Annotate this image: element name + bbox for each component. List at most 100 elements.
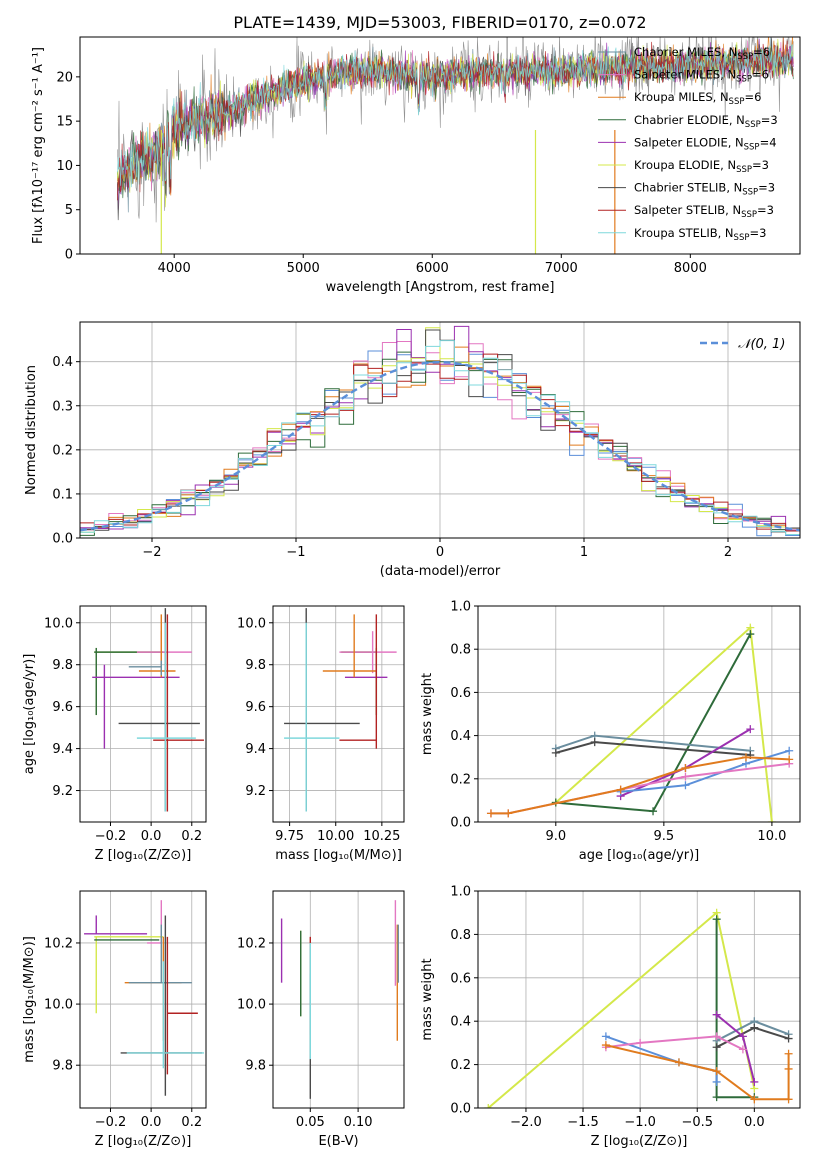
weight-marker [785, 746, 794, 755]
errorbar-point [128, 660, 162, 676]
errorbar-point [322, 614, 377, 678]
weight-vs-age-xtick-label: 10.0 [757, 829, 786, 844]
weight-vs-Z-xtick-label: −1.0 [624, 1115, 656, 1130]
weight-vs-Z-frame [477, 890, 801, 1109]
weight-marker [750, 1095, 759, 1104]
weight-vs-age-ytick-label: 1.0 [450, 600, 471, 615]
residuals-xtick-label: 0 [436, 545, 444, 560]
errorbar-point [339, 631, 397, 674]
legend-label-1: Salpeter MILES, NSSP=6 [634, 68, 769, 85]
mass-vs-EBV-plot-area [280, 900, 399, 1099]
residuals-legend: 𝒩(0, 1) [700, 337, 785, 352]
age-vs-Z-xtick-label: −0.2 [95, 829, 127, 844]
weight-marker [784, 1064, 793, 1073]
mass-vs-Z-xtick-label: 0.0 [141, 1115, 162, 1130]
residuals-ytick-label: 0.4 [52, 355, 73, 370]
mass-vs-Z-axes: −0.2 0.0 0.2 9.8 10.0 10.2 [44, 891, 206, 1130]
errorbar-point [128, 924, 192, 984]
errorbar-point [284, 622, 340, 812]
weight-marker [681, 772, 690, 781]
weight-vs-Z-ytick-label: 0.8 [450, 928, 471, 943]
weight-marker [590, 738, 599, 747]
gaussian-curve [80, 360, 800, 532]
weight-vs-age-ytick-label: 0.2 [450, 772, 471, 787]
residuals-frame [79, 321, 801, 539]
spectrum-model-line-7 [117, 37, 794, 201]
mass-vs-Z-xlabel: Z [log₁₀(Z/Z⊙)] [95, 1134, 192, 1149]
age-vs-Z-ytick-label: 9.8 [52, 658, 73, 673]
weight-vs-age-axes: 9.0 9.5 10.0 0.0 0.2 0.4 0.6 0.8 1.0 [450, 600, 800, 844]
weight-marker [784, 1034, 793, 1043]
mass-vs-EBV-ytick-label: 9.8 [245, 1059, 266, 1074]
weight-line-5 [620, 749, 790, 793]
spectrum-frame [79, 36, 801, 255]
mass-vs-Z-ytick-label: 10.2 [44, 936, 73, 951]
weight-marker [767, 818, 776, 822]
weight-vs-Z-xtick-label: −2.0 [510, 1115, 542, 1130]
weight-marker [649, 807, 658, 816]
legend-label-4: Salpeter ELODIE, NSSP=4 [634, 135, 777, 152]
weight-marker [681, 781, 690, 790]
weight-marker [712, 1043, 721, 1052]
spectrum-xtick-label: 5000 [287, 261, 320, 276]
weight-vs-Z-ytick-label: 0.2 [450, 1058, 471, 1073]
weight-marker [486, 809, 495, 818]
mass-vs-Z-xtick-label: −0.2 [95, 1115, 127, 1130]
weight-vs-age-ytick-label: 0.4 [450, 729, 471, 744]
age-vs-mass-xtick-label: 10.25 [363, 829, 400, 844]
age-vs-mass-ytick-label: 9.6 [245, 700, 266, 715]
age-vs-mass-xtick-label: 9.75 [275, 829, 304, 844]
weight-marker [738, 1045, 747, 1054]
age-vs-Z-xlabel: Z [log₁₀(Z/Z⊙)] [95, 848, 192, 863]
weight-line-1 [715, 919, 755, 1099]
errorbar-point [341, 647, 378, 716]
age-vs-mass-frame [272, 605, 405, 823]
weight-marker [504, 809, 513, 818]
weight-marker [712, 1067, 721, 1076]
weight-marker [601, 1041, 610, 1050]
errorbar-point [138, 614, 176, 678]
weight-vs-Z-xtick-label: −0.5 [681, 1115, 713, 1130]
weight-marker [746, 630, 755, 639]
mass-vs-EBV-xtick-label: 0.10 [344, 1115, 373, 1130]
weight-vs-age-ytick-label: 0.8 [450, 643, 471, 658]
spectrum-ylabel: Flux [fλ10⁻¹⁷ erg cm⁻² s⁻¹ A⁻¹] [31, 47, 46, 244]
weight-marker [616, 785, 625, 794]
residuals-xtick-label: 2 [724, 545, 732, 560]
age-vs-Z-xtick-label: 0.2 [181, 829, 202, 844]
spectrum-plot-area [117, 37, 794, 254]
legend-label-3: Chabrier ELODIE, NSSP=3 [634, 113, 778, 130]
weight-marker [674, 1058, 683, 1067]
spectrum-xtick-label: 4000 [158, 261, 191, 276]
weight-marker [746, 725, 755, 734]
age-vs-Z-axes: −0.2 0.0 0.2 9.2 9.4 9.6 9.8 10.0 [44, 606, 206, 844]
errorbar-point [166, 936, 198, 1075]
weight-vs-Z-xtick-label: −1.5 [567, 1115, 599, 1130]
age-vs-Z-ytick-label: 10.0 [44, 616, 73, 631]
errorbar-point [284, 608, 360, 812]
legend-label-5: Kroupa ELODIE, NSSP=3 [634, 158, 769, 175]
spectrum-axes: 4000 5000 6000 7000 8000 0 5 10 15 20 [56, 70, 706, 276]
spectrum-title: PLATE=1439, MJD=53003, FIBERID=0170, z=0… [233, 13, 646, 32]
mass-vs-Z-plot-area [84, 900, 204, 1096]
residuals-xlabel: (data-model)/error [380, 564, 501, 579]
spectrum-ytick-label: 20 [56, 70, 73, 85]
age-vs-mass-plot-area [284, 608, 397, 812]
weight-marker [712, 1010, 721, 1019]
legend-gaussian-label: 𝒩(0, 1) [738, 337, 785, 352]
weight-marker [750, 1023, 759, 1032]
mass-vs-Z-ytick-label: 10.0 [44, 998, 73, 1013]
age-vs-Z-ytick-label: 9.2 [52, 784, 73, 799]
spectrum-ytick-label: 15 [56, 115, 73, 130]
residuals-ytick-label: 0.1 [52, 487, 73, 502]
residuals-xtick-label: −2 [142, 545, 161, 560]
age-vs-mass-ytick-label: 9.4 [245, 742, 266, 757]
age-vs-Z-frame [79, 605, 207, 823]
weight-marker [712, 1093, 721, 1102]
weight-marker [738, 1032, 747, 1041]
mass-vs-Z-ytick-label: 9.8 [52, 1059, 73, 1074]
spectrum-ytick-label: 5 [65, 203, 73, 218]
age-vs-mass-xtick-label: 10.00 [317, 829, 354, 844]
spectrum-xtick-label: 7000 [545, 261, 578, 276]
weight-line-6 [605, 1035, 744, 1051]
